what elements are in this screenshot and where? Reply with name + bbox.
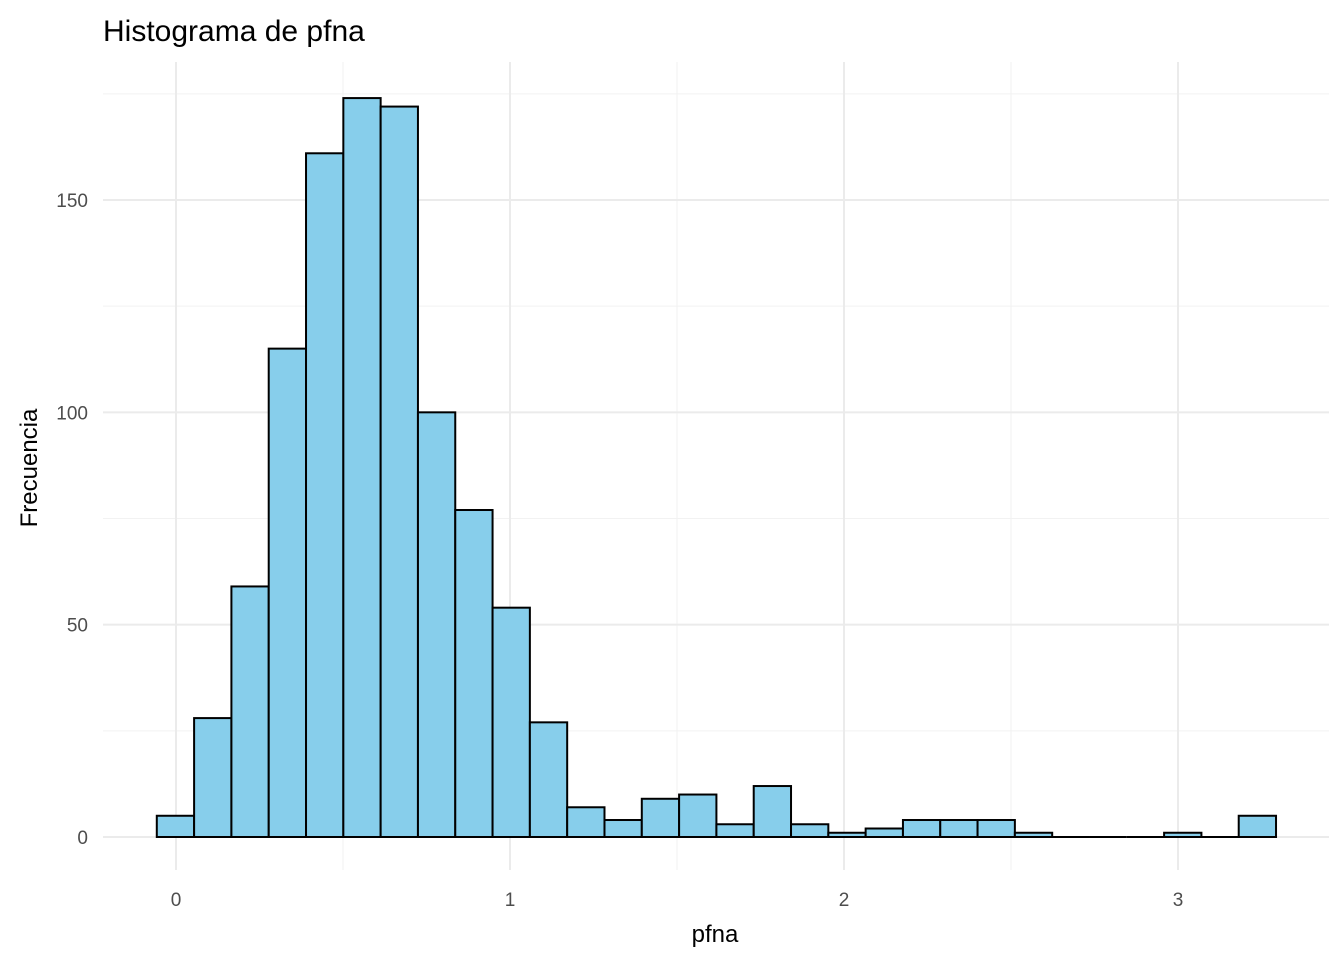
histogram-bar bbox=[976, 819, 1016, 838]
histogram-bar bbox=[603, 819, 643, 838]
histogram-bar bbox=[566, 806, 606, 838]
bars bbox=[155, 97, 1278, 839]
histogram-bar bbox=[379, 105, 419, 839]
histogram-bar bbox=[454, 509, 494, 838]
histogram-bar bbox=[827, 831, 867, 839]
histogram-bar bbox=[901, 819, 942, 838]
x-tick-label: 2 bbox=[839, 890, 850, 911]
histogram-bar bbox=[491, 606, 531, 838]
histogram-bar bbox=[305, 152, 345, 838]
histogram-bar bbox=[640, 797, 681, 839]
histogram-bar bbox=[230, 585, 270, 838]
y-axis-ticks: 0 50 100 150 bbox=[56, 191, 88, 849]
chart-title: Histograma de pfna bbox=[103, 15, 365, 48]
x-axis-ticks: 0 1 2 3 bbox=[171, 890, 1184, 911]
histogram-bar bbox=[342, 97, 382, 838]
histogram-bar bbox=[939, 819, 979, 838]
x-tick-label: 0 bbox=[171, 890, 182, 911]
y-tick-label: 100 bbox=[56, 403, 88, 424]
histogram-bar bbox=[193, 717, 233, 838]
histogram-bar bbox=[678, 793, 718, 838]
histogram-bar bbox=[1163, 831, 1203, 839]
histogram-bar bbox=[752, 785, 793, 838]
histogram-bar bbox=[1237, 814, 1278, 838]
x-axis-title: pfna bbox=[692, 921, 739, 948]
histogram-bar bbox=[528, 721, 569, 839]
histogram-bar bbox=[267, 347, 308, 838]
histogram-bar bbox=[1013, 831, 1054, 839]
histogram-bar bbox=[790, 823, 830, 839]
x-tick-label: 3 bbox=[1173, 890, 1184, 911]
y-tick-label: 50 bbox=[67, 616, 88, 637]
y-axis-title: Frecuencia bbox=[16, 408, 43, 527]
histogram-bar bbox=[155, 814, 196, 838]
y-tick-label: 150 bbox=[56, 191, 88, 212]
x-tick-label: 1 bbox=[505, 890, 516, 911]
histogram-bar bbox=[715, 823, 755, 839]
histogram-bar bbox=[416, 411, 457, 838]
y-tick-label: 0 bbox=[77, 828, 88, 849]
histogram-bar bbox=[864, 827, 904, 838]
